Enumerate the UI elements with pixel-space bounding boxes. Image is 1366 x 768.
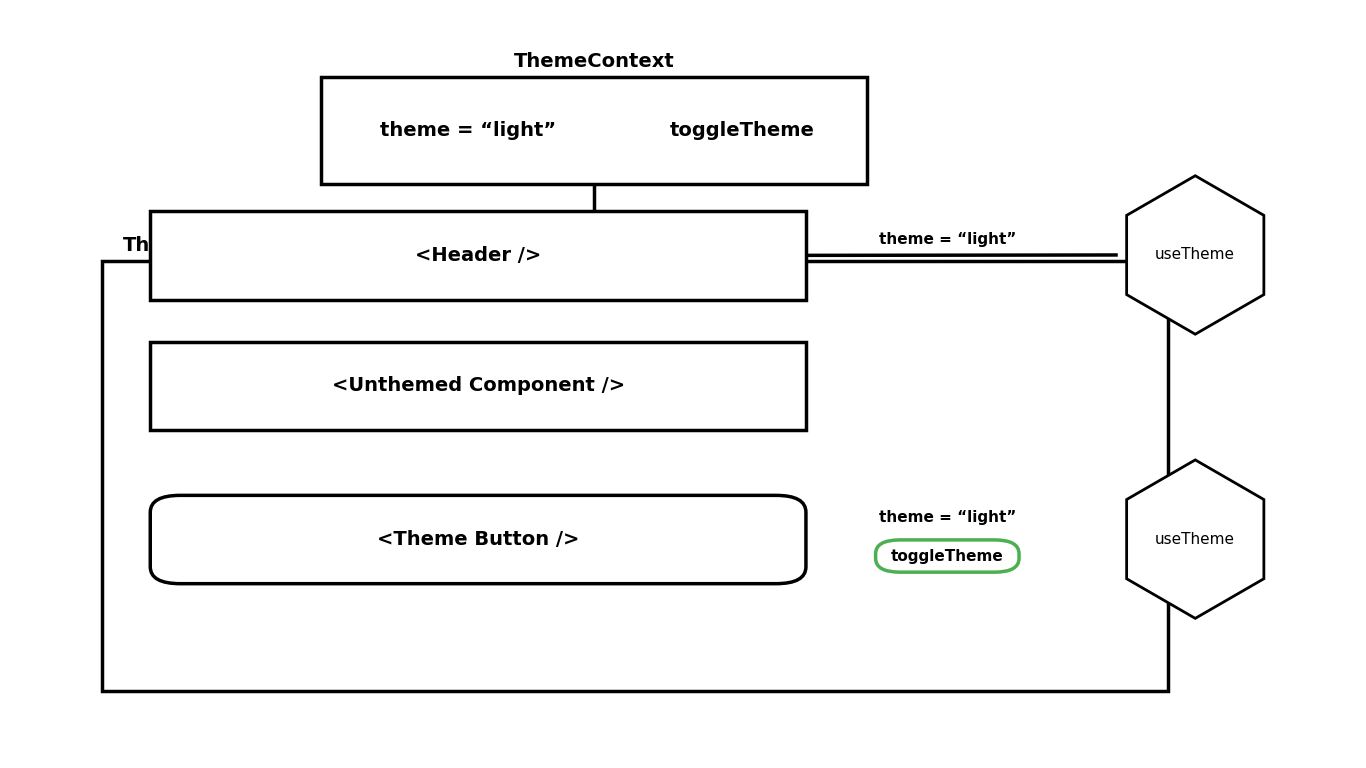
FancyBboxPatch shape — [150, 495, 806, 584]
Text: toggleTheme: toggleTheme — [891, 548, 1004, 564]
Text: <Theme Button />: <Theme Button /> — [377, 530, 579, 549]
Text: <Header />: <Header /> — [415, 246, 541, 265]
Text: <Unthemed Component />: <Unthemed Component /> — [332, 376, 624, 396]
Polygon shape — [1127, 176, 1264, 334]
Text: useTheme: useTheme — [1156, 247, 1235, 263]
Bar — [321, 77, 867, 184]
Bar — [102, 261, 1168, 691]
Bar — [150, 211, 806, 300]
Text: theme = “light”: theme = “light” — [878, 232, 1016, 247]
Polygon shape — [1127, 460, 1264, 618]
Text: ThemeContext: ThemeContext — [514, 51, 675, 71]
Text: theme = “light”: theme = “light” — [878, 510, 1016, 525]
FancyBboxPatch shape — [876, 540, 1019, 572]
Text: toggleTheme: toggleTheme — [669, 121, 814, 140]
Text: ThemeContext.Provider: ThemeContext.Provider — [123, 236, 385, 255]
Text: theme = “light”: theme = “light” — [381, 121, 556, 140]
Text: useTheme: useTheme — [1156, 531, 1235, 547]
Bar — [150, 342, 806, 430]
